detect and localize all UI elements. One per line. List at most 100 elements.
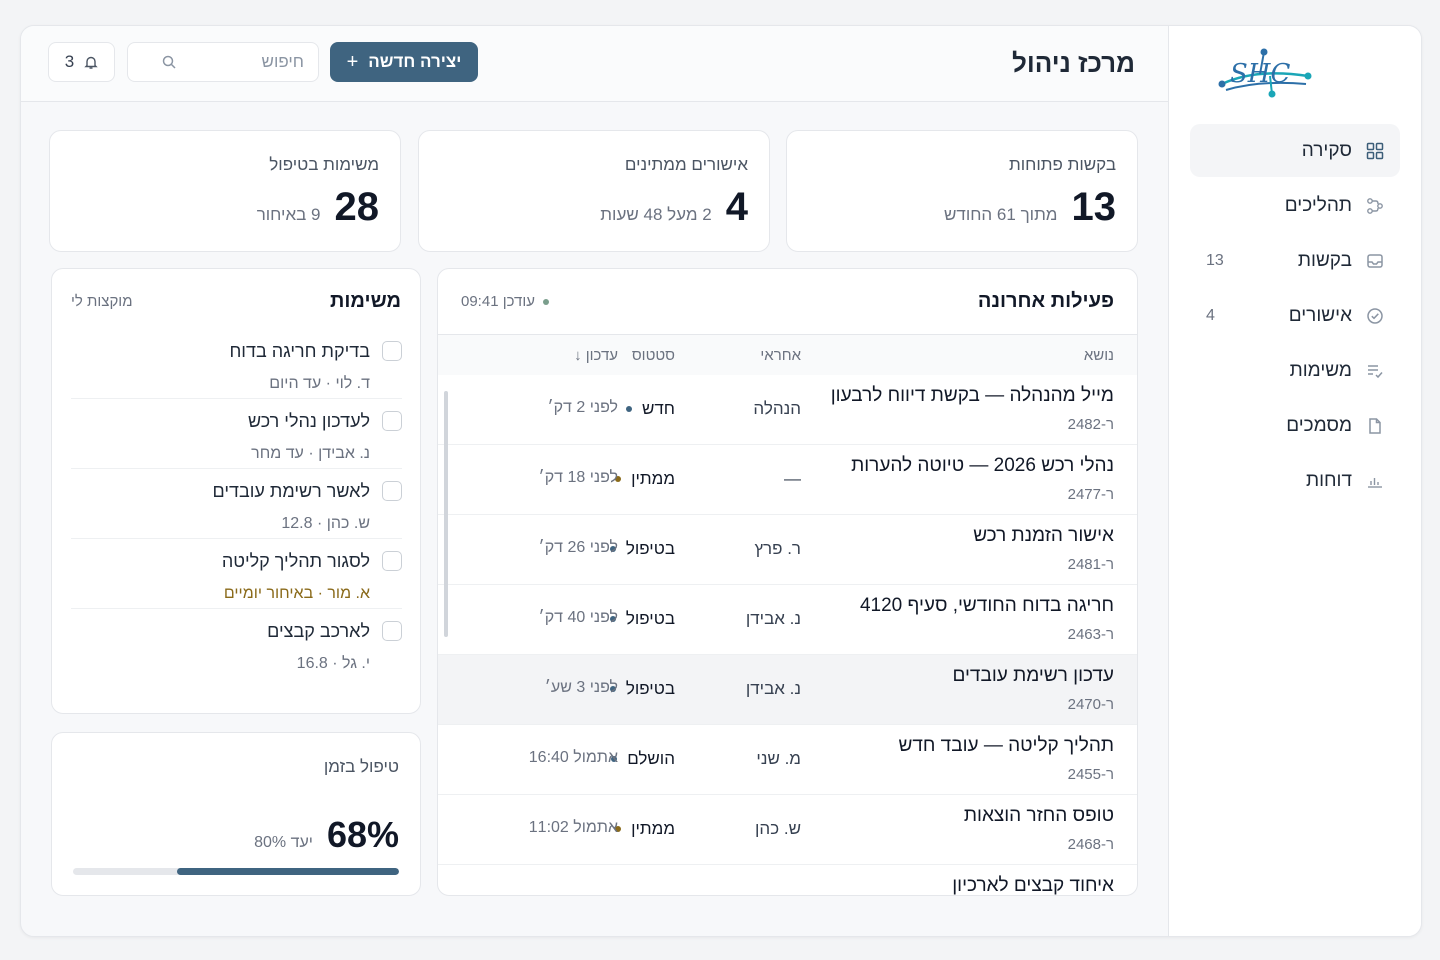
row-status: חדש [625,399,675,419]
sidebar-item-label: סקירה [1301,139,1352,161]
row-subject: תהליך קליטה — עובד חדש [898,735,1114,756]
last-updated: עודכן 09:41 [461,293,549,310]
row-owner: מ. שני [756,749,801,768]
bell-icon [84,56,98,69]
svg-text:SHC: SHC [1230,59,1290,89]
row-owner: נ. אבידן [745,679,801,698]
sidebar-item-requests[interactable]: בקשות 13 [1190,234,1400,287]
task-item: לעדכון נהלי רכש נ. אבידן · עד מחר [71,399,402,469]
stat-subtext: 2 מעל 48 שעות [600,205,712,224]
stat-card-pending-approvals[interactable]: אישורים ממתינים 4 2 מעל 48 שעות [418,130,770,252]
task-meta: ד. לוי · עד היום [269,375,370,392]
search-box[interactable] [127,42,319,82]
task-name: לעדכון נהלי רכש [247,411,370,431]
task-checkbox[interactable] [382,341,402,361]
task-checkbox[interactable] [382,551,402,571]
col-subject[interactable]: נושא [1083,347,1114,364]
sidebar-item-overview[interactable]: סקירה [1190,124,1400,177]
status-dot [615,476,622,482]
table-row[interactable]: עדכון רשימת עובדים ר-2470 נ. אבידן בטיפו… [438,655,1137,725]
sidebar-item-processes[interactable]: תהליכים [1190,179,1400,232]
stat-card-tasks-in-progress[interactable]: משימות בטיפול 28 9 באיחור [49,130,401,252]
task-checkbox[interactable] [382,621,402,641]
row-id: ר-2455 [1067,766,1114,783]
row-time: אתמול 11:02 [528,819,618,836]
stat-value: 28 [334,185,380,229]
row-subject: נהלי רכש 2026 — טיוטה להערות [851,455,1114,476]
task-checkbox[interactable] [382,481,402,501]
row-subject: חריגה בדוח החודשי, סעיף 4120 [859,595,1114,616]
status-dot [615,826,622,832]
top-header: מרכז ניהול יצירה חדשה + 3 [21,26,1168,102]
task-item: לארכב קבצים י. גל · 16.8 [71,609,402,679]
row-time: לפני 2 דק׳ [547,399,618,416]
brand-logo: SHC [1218,48,1312,98]
table-row[interactable]: תהליך קליטה — עובד חדש ר-2455 מ. שני הוש… [438,725,1137,795]
task-meta: נ. אבידן · עד מחר [251,445,370,462]
table-row[interactable]: טופס החזר הוצאות ר-2468 ש. כהן ממתין אתמ… [438,795,1137,865]
stat-subtext: מתוך 61 החודש [943,205,1058,224]
table-row[interactable]: איחוד קבצים לארכיון [438,865,1137,895]
bar-chart-icon [1368,477,1382,488]
task-checkbox[interactable] [382,411,402,431]
check-circle-icon [1367,307,1383,324]
status-dot [625,406,632,412]
panel-title: משימות [330,289,401,312]
row-status: בטיפול [609,539,675,559]
table-row[interactable]: נהלי רכש 2026 — טיוטה להערות ר-2477 — ממ… [438,445,1137,515]
sidebar-item-count: 4 [1206,306,1215,324]
table-row[interactable]: מייל מהנהלה — בקשת דיווח לרבעון ר-2482 ה… [438,375,1137,445]
status-dot [609,686,616,692]
sidebar-item-label: מסמכים [1286,414,1352,436]
sidebar-item-reports[interactable]: דוחות [1190,454,1400,507]
search-icon [162,55,176,69]
task-item: לסגור תהליך קליטה א. מור · באיחור יומיים [71,539,402,609]
sidebar-item-documents[interactable]: מסמכים [1190,399,1400,452]
assigned-to-me-filter[interactable]: מוקצות לי [71,292,133,310]
table-row[interactable]: חריגה בדוח החודשי, סעיף 4120 ר-2463 נ. א… [438,585,1137,655]
row-owner: נ. אבידן [745,609,801,628]
col-status[interactable]: סטטוס [631,347,675,364]
live-dot [542,298,549,305]
task-name: לאשר רשימת עובדים [212,481,370,501]
table-row[interactable]: אישור הזמנת רכש ר-2481 ר. פרץ בטיפול לפנ… [438,515,1137,585]
sidebar-item-label: דוחות [1305,469,1352,491]
row-time: לפני 26 דק׳ [538,539,618,556]
sidebar-item-label: אישורים [1288,304,1352,326]
stat-label: בקשות פתוחות [1008,155,1116,174]
row-subject: איחוד קבצים לארכיון [952,875,1114,895]
row-id: ר-2481 [1067,556,1114,573]
col-owner[interactable]: אחראי [760,347,801,364]
sidebar-item-approvals[interactable]: אישורים 4 [1190,289,1400,342]
task-item: בדיקת חריגה בדוח ד. לוי · עד היום [71,329,402,399]
stat-value: 4 [725,185,748,229]
notifications-count: 3 [64,52,75,71]
create-new-button[interactable]: יצירה חדשה + [330,42,478,82]
progress-fill [177,868,399,875]
panel-title: טיפול בזמן [323,757,399,776]
stat-value: 13 [1071,185,1117,229]
row-time: לפני 3 שע׳ [544,679,618,696]
task-meta: י. גל · 16.8 [296,655,370,672]
status-text: הושלם [627,749,675,768]
on-time-target: יעד 80% [254,834,313,851]
notifications-button[interactable]: 3 [48,42,115,82]
row-status: ממתין [615,819,675,839]
row-id: ר-2463 [1067,626,1114,643]
status-text: בטיפול [625,539,675,558]
scrollbar[interactable] [444,391,448,637]
row-status: בטיפול [609,679,675,699]
row-subject: טופס החזר הוצאות [963,805,1114,826]
grid-icon [1366,142,1384,159]
row-id: ר-2477 [1067,486,1114,503]
stat-card-open-requests[interactable]: בקשות פתוחות 13 מתוך 61 החודש [786,130,1138,252]
row-owner: ש. כהן [755,819,801,838]
task-meta: ש. כהן · 12.8 [281,515,370,532]
task-name: לסגור תהליך קליטה [221,551,370,571]
col-updated-sort[interactable]: עדכון ↓ [574,347,618,364]
row-subject: עדכון רשימת עובדים [952,665,1114,686]
sidebar-item-tasks[interactable]: משימות [1190,344,1400,397]
status-dot [609,616,616,622]
search-input[interactable] [184,52,304,72]
task-meta-overdue: א. מור · באיחור יומיים [223,585,370,602]
